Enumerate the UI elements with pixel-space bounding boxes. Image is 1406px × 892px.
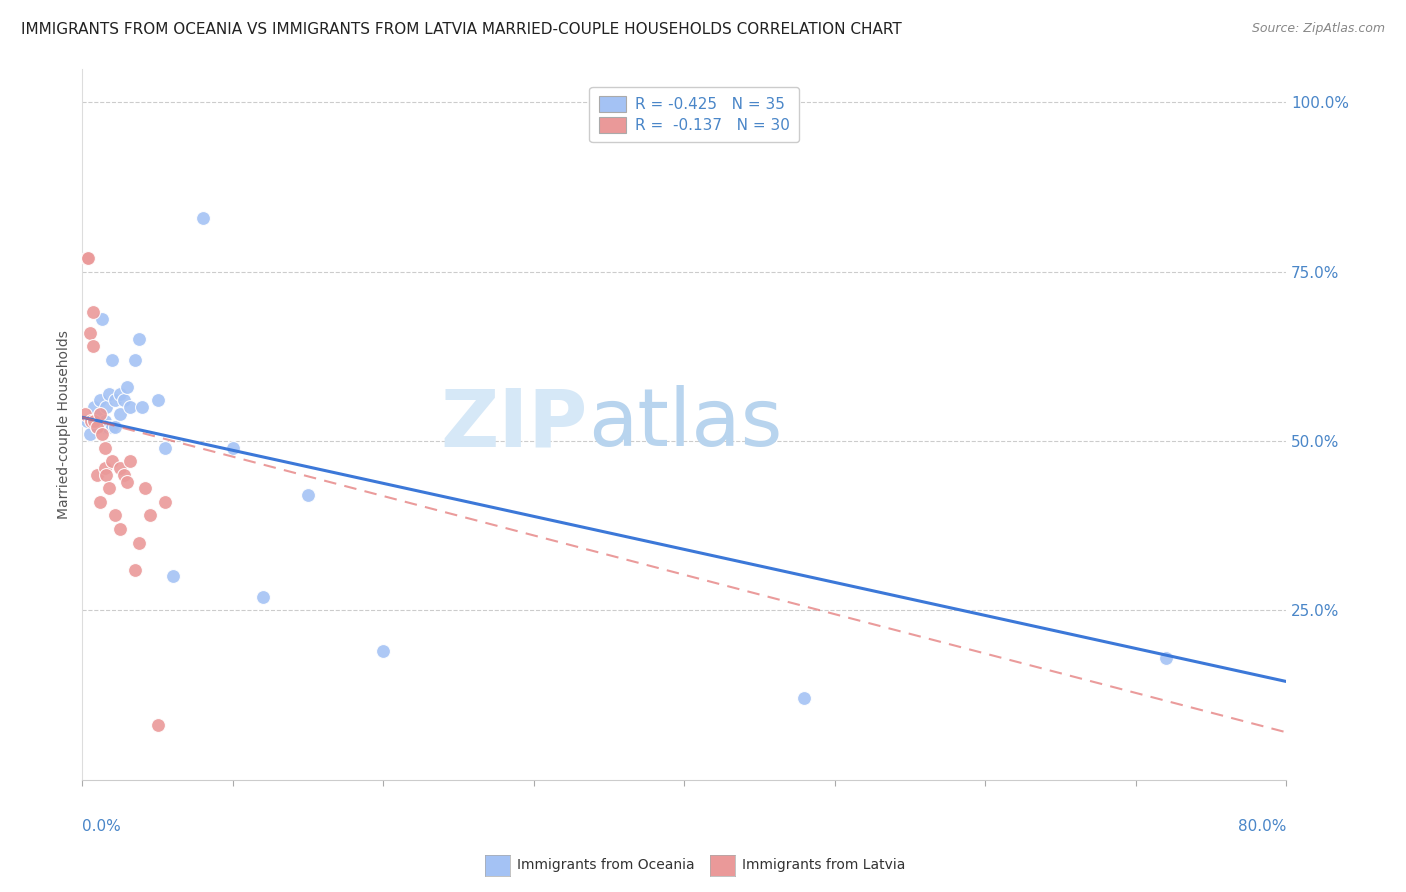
Point: [89, 393, 111, 408]
Point: [191, 211, 214, 225]
Point: [112, 467, 135, 482]
Point: [98, 386, 121, 401]
Point: [104, 393, 127, 408]
Point: [252, 590, 274, 604]
Point: [153, 495, 176, 509]
Point: [146, 718, 169, 732]
Point: [79, 427, 101, 442]
Point: [101, 454, 124, 468]
Point: [86, 467, 108, 482]
Point: [83, 414, 105, 428]
Point: [104, 508, 127, 523]
Point: [82, 305, 104, 319]
Text: Immigrants from Oceania: Immigrants from Oceania: [517, 858, 695, 872]
Point: [128, 535, 150, 549]
Point: [86, 414, 108, 428]
Point: [1154, 650, 1177, 665]
Text: 0.0%: 0.0%: [83, 819, 121, 834]
Point: [86, 420, 108, 434]
Point: [146, 393, 169, 408]
Point: [94, 414, 117, 428]
Point: [101, 352, 124, 367]
Point: [83, 400, 105, 414]
Point: [96, 467, 118, 482]
Point: [124, 563, 146, 577]
Point: [108, 522, 131, 536]
Point: [96, 400, 118, 414]
Text: Source: ZipAtlas.com: Source: ZipAtlas.com: [1251, 22, 1385, 36]
Point: [80, 414, 103, 428]
Legend: R = -0.425   N = 35, R =  -0.137   N = 30: R = -0.425 N = 35, R = -0.137 N = 30: [589, 87, 800, 143]
Point: [131, 400, 153, 414]
Point: [82, 339, 104, 353]
Point: [117, 380, 139, 394]
Point: [117, 475, 139, 489]
Point: [90, 427, 112, 442]
Point: [75, 407, 97, 421]
Point: [94, 420, 117, 434]
Text: atlas: atlas: [588, 385, 782, 463]
Point: [104, 420, 127, 434]
Point: [79, 326, 101, 340]
Point: [124, 352, 146, 367]
Point: [90, 312, 112, 326]
Point: [97, 420, 120, 434]
Point: [76, 414, 98, 428]
Point: [101, 420, 124, 434]
Point: [94, 441, 117, 455]
Point: [793, 691, 815, 706]
Point: [89, 407, 111, 421]
Point: [222, 441, 245, 455]
Point: [89, 495, 111, 509]
Y-axis label: Married-couple Households: Married-couple Households: [58, 330, 72, 518]
Text: IMMIGRANTS FROM OCEANIA VS IMMIGRANTS FROM LATVIA MARRIED-COUPLE HOUSEHOLDS CORR: IMMIGRANTS FROM OCEANIA VS IMMIGRANTS FR…: [21, 22, 901, 37]
Point: [134, 482, 156, 496]
Point: [120, 400, 142, 414]
Point: [108, 386, 131, 401]
Point: [112, 393, 135, 408]
Point: [77, 251, 100, 265]
Text: 80.0%: 80.0%: [1237, 819, 1286, 834]
Text: ZIP: ZIP: [440, 385, 588, 463]
Point: [139, 508, 162, 523]
Text: Immigrants from Latvia: Immigrants from Latvia: [742, 858, 905, 872]
Point: [108, 407, 131, 421]
Point: [86, 420, 108, 434]
Point: [94, 461, 117, 475]
Point: [108, 461, 131, 475]
Point: [89, 407, 111, 421]
Point: [98, 482, 121, 496]
Point: [128, 333, 150, 347]
Point: [297, 488, 319, 502]
Point: [153, 441, 176, 455]
Point: [373, 644, 395, 658]
Point: [120, 454, 142, 468]
Point: [162, 569, 184, 583]
Point: [76, 251, 98, 265]
